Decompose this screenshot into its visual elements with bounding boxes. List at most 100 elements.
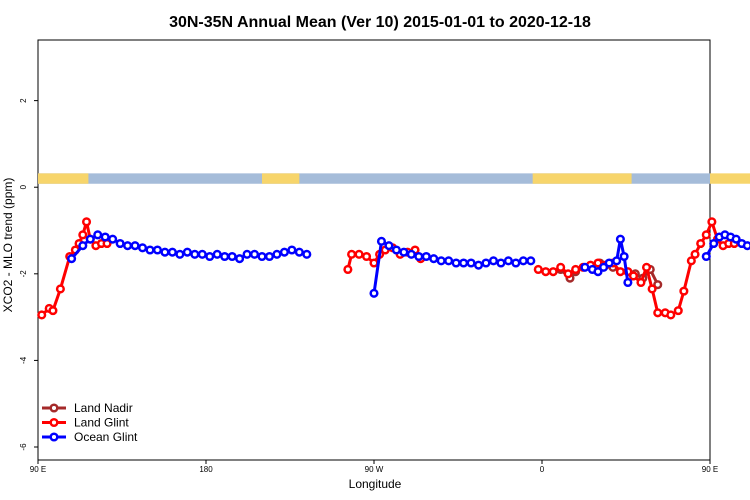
data-point [242, 249, 252, 259]
data-point [679, 286, 689, 296]
land-segment-1 [262, 173, 300, 184]
data-point [701, 251, 711, 262]
data-point [615, 267, 625, 277]
data-point [526, 256, 536, 266]
data-point [343, 264, 353, 275]
data-point [593, 258, 603, 268]
data-point [78, 241, 88, 251]
data-point [444, 256, 454, 266]
data-point [361, 251, 372, 262]
data-point [690, 249, 700, 259]
x-tick-label: 90 E [30, 465, 46, 474]
data-point [451, 258, 461, 268]
data-point [347, 249, 357, 259]
data-point [391, 245, 401, 255]
data-point [369, 258, 379, 268]
data-point [563, 269, 573, 279]
data-point [175, 249, 185, 259]
data-point [37, 310, 47, 320]
data-point [593, 267, 603, 277]
data-point [612, 256, 622, 266]
data-point [742, 241, 750, 251]
y-tick-label: -4 [19, 356, 28, 364]
data-point [197, 249, 207, 259]
legend-marker [49, 417, 59, 428]
data-point [599, 262, 609, 272]
data-point [604, 258, 614, 268]
data-point [466, 258, 476, 268]
data-point [731, 234, 741, 244]
data-point [78, 230, 88, 240]
data-point [123, 241, 133, 251]
ocean-band [38, 173, 710, 184]
data-point [67, 254, 77, 264]
data-point [130, 241, 140, 251]
data-point [376, 236, 387, 246]
data-point [615, 234, 625, 244]
land-segment-0 [38, 173, 89, 184]
data-point [653, 308, 663, 318]
data-point [220, 251, 230, 262]
data-point [709, 238, 719, 249]
data-point [414, 251, 424, 262]
data-point [696, 238, 706, 249]
data-point [93, 230, 103, 240]
land-segment-3 [710, 173, 750, 184]
x-axis-label: Longitude [349, 477, 402, 491]
legend-label: Ocean Glint [74, 430, 138, 444]
data-point [384, 241, 394, 251]
data-point [503, 256, 513, 266]
data-point [249, 249, 260, 259]
y-tick-label: -6 [19, 443, 28, 451]
axes: 90 E 180 90 W 0 90 E -6 -4 -2 0 2 [19, 98, 718, 474]
data-point [264, 251, 275, 262]
data-point [287, 245, 297, 255]
data-point [81, 217, 92, 227]
data-point [686, 256, 696, 266]
legend-label: Land Glint [74, 416, 129, 430]
data-point [85, 234, 95, 244]
data-point [294, 247, 304, 257]
data-point [653, 280, 663, 290]
data-point [666, 310, 676, 320]
data-point [115, 238, 125, 249]
data-point [421, 251, 431, 262]
data-point [548, 267, 558, 277]
x-tick-label: 90 W [365, 465, 384, 474]
data-point [636, 277, 646, 288]
data-point [701, 230, 711, 240]
data-point [406, 249, 416, 259]
data-point [48, 306, 58, 316]
legend-marker [49, 432, 59, 442]
data-point [436, 256, 446, 266]
data-point [518, 256, 528, 266]
y-tick-label: 2 [19, 98, 28, 103]
data-point [235, 254, 245, 264]
data-point [152, 245, 163, 255]
data-point [55, 284, 65, 294]
data-point [190, 249, 200, 259]
data-point [272, 249, 282, 259]
series-land-glint [37, 217, 739, 320]
land-ocean-mask [38, 173, 750, 184]
y-tick-label: -2 [19, 270, 28, 278]
chart-title: 30N-35N Annual Mean (Ver 10) 2015-01-01 … [169, 14, 591, 31]
data-point [473, 260, 484, 270]
data-point [541, 267, 551, 277]
series-layer [37, 217, 750, 320]
data-point [167, 247, 177, 257]
x-tick-label: 90 E [702, 465, 718, 474]
data-point [459, 258, 469, 268]
data-point [556, 262, 566, 272]
x-tick-label: 0 [540, 465, 545, 474]
data-point [212, 249, 222, 259]
data-point [619, 251, 629, 262]
data-point [511, 258, 521, 268]
data-point [481, 258, 491, 268]
y-tick-label: 0 [19, 184, 28, 189]
data-point [399, 247, 409, 257]
data-point [641, 262, 652, 272]
data-point [673, 306, 683, 316]
